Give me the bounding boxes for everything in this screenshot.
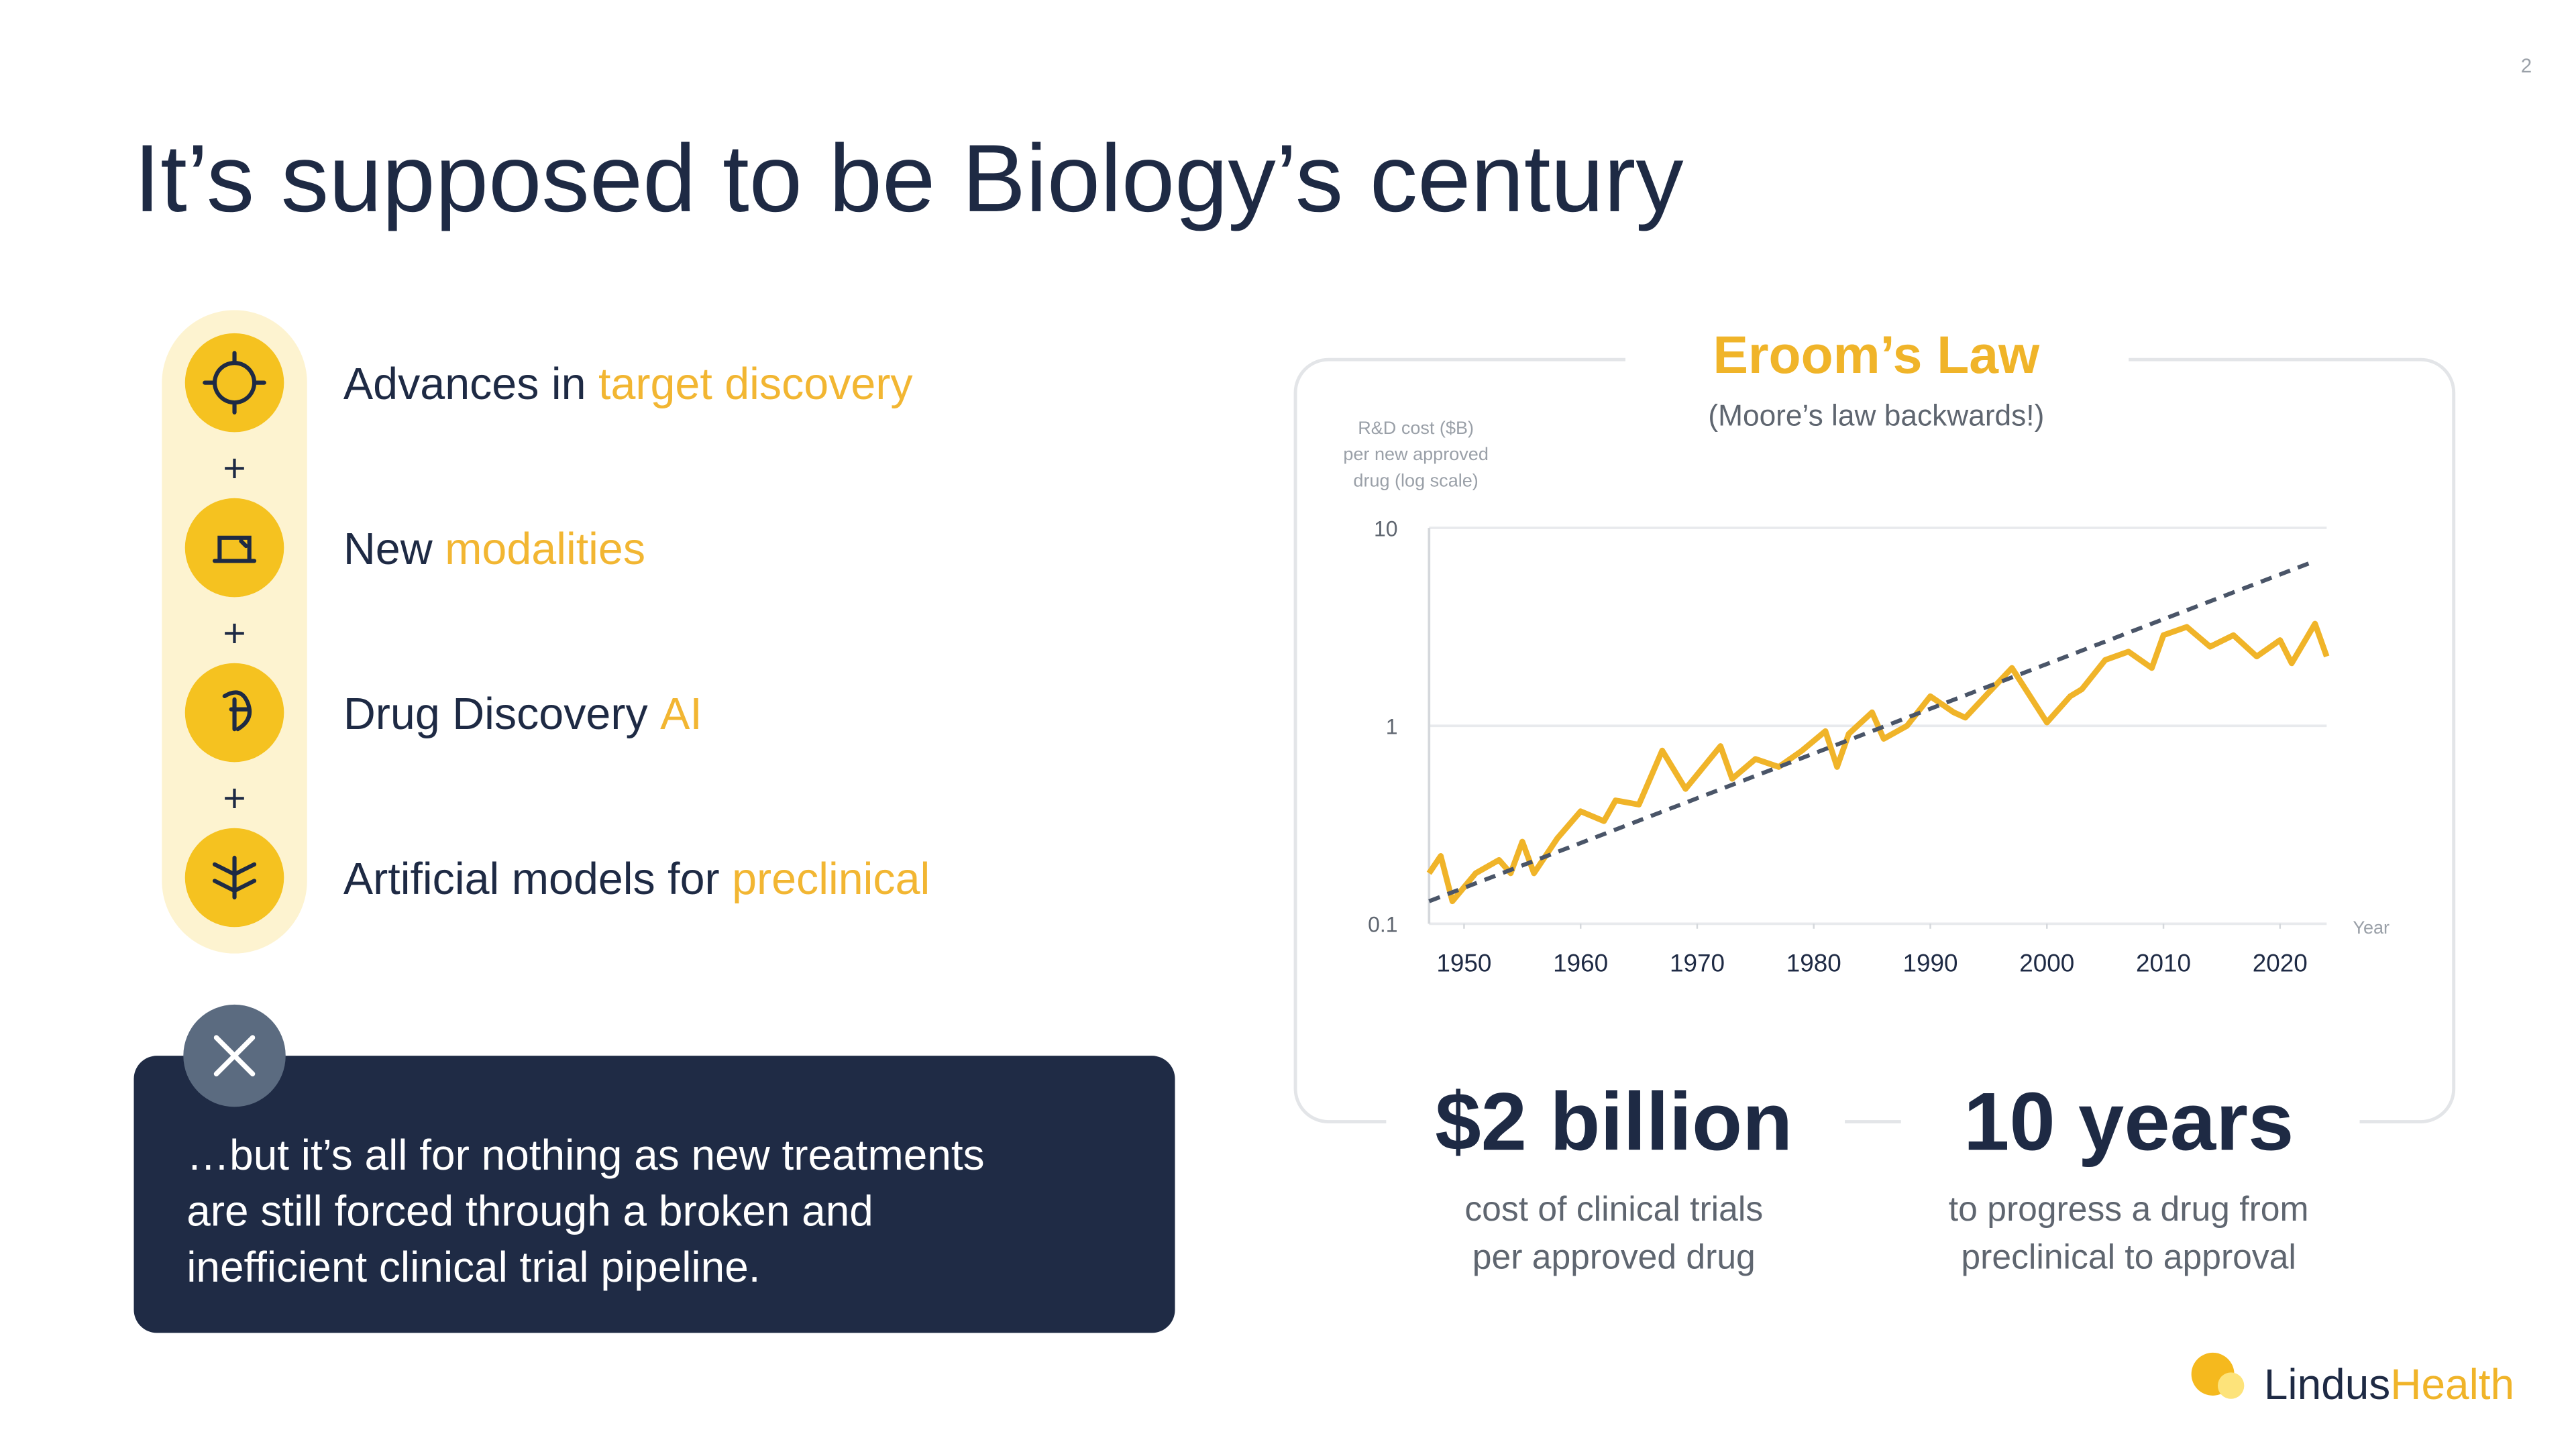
list-item: New modalities bbox=[343, 524, 645, 574]
list-separator: + bbox=[223, 611, 246, 655]
list-item-text: New bbox=[343, 524, 445, 574]
list-item-highlight: AI bbox=[660, 689, 702, 739]
x-tick-label: 1980 bbox=[1786, 950, 1841, 977]
stat-value: $2 billion bbox=[1435, 1076, 1792, 1168]
x-axis-label: Year bbox=[2353, 917, 2390, 938]
stat-value: 10 years bbox=[1964, 1076, 2294, 1168]
logo-first: Lindus bbox=[2264, 1360, 2390, 1408]
y-axis-label: R&D cost ($B) bbox=[1358, 418, 1474, 438]
list-icon-glyph bbox=[222, 690, 252, 732]
y-tick-label: 1 bbox=[1386, 715, 1398, 739]
frame-gap bbox=[1625, 329, 2129, 396]
close-icon-x bbox=[213, 1035, 256, 1076]
list-item: Drug Discovery AI bbox=[343, 689, 702, 739]
callout-line: are still forced through a broken and bbox=[186, 1186, 873, 1235]
stat-caption: per approved drug bbox=[1472, 1237, 1756, 1276]
list-item: Artificial models for preclinical bbox=[343, 854, 930, 904]
logo-second: Health bbox=[2390, 1360, 2514, 1408]
x-tick-label: 1970 bbox=[1670, 950, 1725, 977]
chart-subtitle: (Moore’s law backwards!) bbox=[1708, 400, 2044, 433]
chart-title: Eroom’s Law bbox=[1713, 325, 2040, 384]
x-tick-label: 1950 bbox=[1436, 950, 1491, 977]
list-item-text: Advances in bbox=[343, 359, 598, 409]
x-tick-label: 2000 bbox=[2019, 950, 2074, 977]
list-item: Advances in target discovery bbox=[343, 359, 914, 409]
logo-mark bbox=[2217, 1372, 2245, 1399]
y-axis-label: drug (log scale) bbox=[1353, 471, 1478, 491]
list-icon-glyph bbox=[212, 535, 257, 563]
list-item-text: Artificial models for bbox=[343, 854, 732, 904]
callout-box bbox=[133, 1056, 1175, 1333]
x-tick-label: 1990 bbox=[1902, 950, 1957, 977]
page-number: 2 bbox=[2521, 55, 2532, 77]
x-tick-label: 2020 bbox=[2253, 950, 2308, 977]
trend-line bbox=[1428, 559, 2316, 903]
data-line bbox=[1426, 620, 2330, 905]
x-tick-label: 1960 bbox=[1553, 950, 1608, 977]
x-tick-label: 2010 bbox=[2136, 950, 2191, 977]
y-axis-label: per new approved bbox=[1343, 444, 1489, 464]
list-icon-glyph bbox=[203, 351, 266, 414]
list-item-text: Drug Discovery bbox=[343, 689, 660, 739]
callout-line: inefficient clinical trial pipeline. bbox=[186, 1243, 760, 1291]
list-icon bbox=[184, 498, 284, 598]
stat-caption: to progress a drug from bbox=[1949, 1189, 2309, 1228]
list-separator: + bbox=[223, 446, 246, 490]
stat-caption: cost of clinical trials bbox=[1464, 1189, 1763, 1228]
list-icon-glyph bbox=[212, 855, 257, 900]
list-item-highlight: target discovery bbox=[598, 359, 913, 409]
list-item-highlight: modalities bbox=[445, 524, 645, 574]
stat-caption: preclinical to approval bbox=[1961, 1237, 2296, 1276]
y-tick-label: 10 bbox=[1374, 516, 1398, 541]
logo-text: LindusHealth bbox=[2264, 1360, 2514, 1408]
list-item-highlight: preclinical bbox=[732, 854, 930, 904]
callout-line: …but it’s all for nothing as new treatme… bbox=[186, 1131, 984, 1179]
slide-title: It’s supposed to be Biology’s century bbox=[134, 125, 1684, 232]
list-band bbox=[162, 310, 307, 954]
y-tick-label: 0.1 bbox=[1368, 913, 1397, 937]
list-icon bbox=[184, 333, 284, 433]
list-separator: + bbox=[223, 776, 246, 820]
